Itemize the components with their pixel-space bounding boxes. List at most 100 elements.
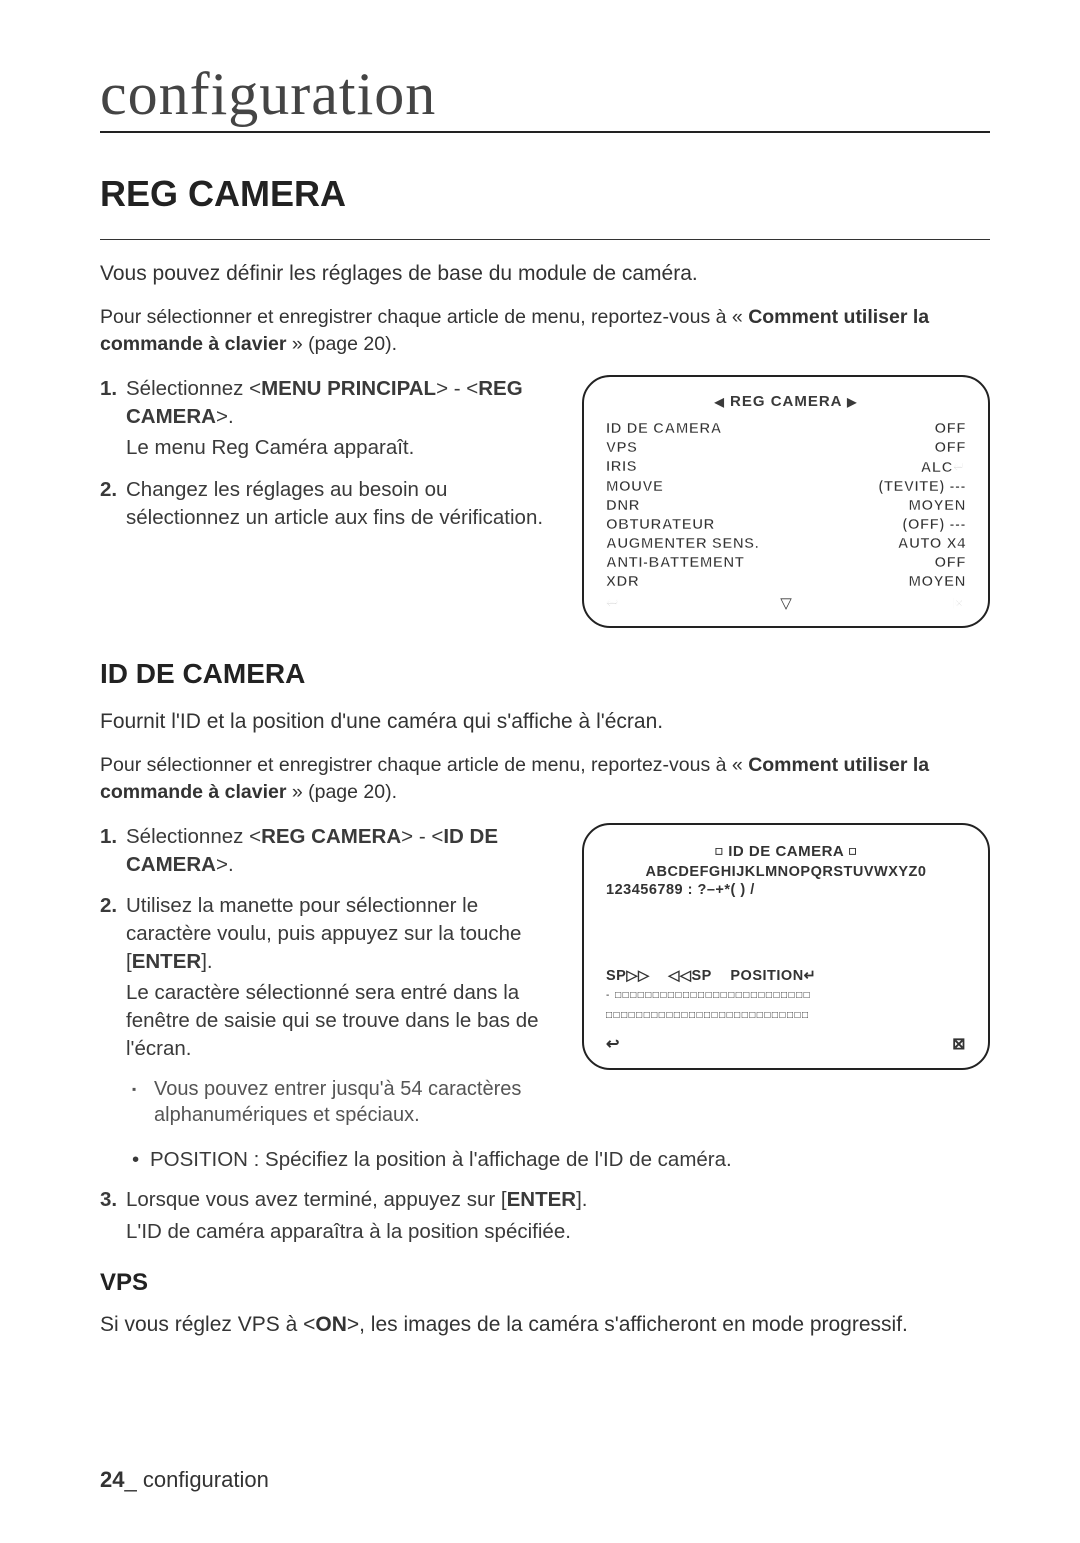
id3-sub: L'ID de caméra apparaîtra à la position … [126,1218,990,1246]
osd-screen-id-camera: ◻ ID DE CAMERA ◻ ABCDEFGHIJKLMNOPQRSTUVW… [582,823,990,1070]
osd-label: DNR [606,497,640,514]
step-2: 2. Changez les réglages au besoin ou sél… [100,476,558,531]
osd-row: XDR MOYEN [606,573,966,590]
down-arrow-icon: ▽ [780,594,792,612]
osd-screen-reg-camera: ◀ REG CAMERA ▶ ID DE CAMERA OFF VPS OFF IR… [582,375,990,628]
osd-value: OFF [935,420,967,437]
id1a: Sélectionnez < [126,825,261,848]
note-suffix: » (page 20). [286,781,397,803]
id2-sub: Le caractère sélectionné sera entré dans… [126,979,558,1062]
id1b: REG CAMERA [261,825,401,848]
osd-value: MOYEN [908,573,966,590]
osd2-nums: 123456789 : ?–+*( ) / [606,882,966,898]
osd-title: ◀ REG CAMERA ▶ [606,393,966,410]
step1-b: MENU PRINCIPAL [261,377,436,400]
osd-row: IRIS ALC↵ [606,458,966,476]
divider [100,239,990,240]
osd2-sp-row: SP▷▷ ◁◁SP POSITION↵ [606,968,966,984]
id2c: ]. [201,950,212,973]
square-icon: ◻ [848,846,857,857]
page-number: 24 [100,1467,124,1492]
back-icon: ↩ [606,1034,620,1054]
subsection-id-camera: ID DE CAMERA [100,658,990,690]
note-suffix: » (page 20). [286,333,397,355]
position-label: POSITION↵ [730,968,816,984]
osd2-title-text: ID DE CAMERA [728,843,843,860]
id-step-2: 2. Utilisez la manette pour sélectionner… [100,892,558,1062]
step1-c: > - < [436,377,478,400]
close-icon: ⊠ [953,594,966,612]
sp-forward: SP▷▷ [606,968,650,984]
chapter-title: configuration [100,60,990,133]
osd-row: VPS OFF [606,439,966,456]
intro-text: Vous pouvez définir les réglages de base… [100,260,990,288]
vps-body: Si vous réglez VPS à <ON>, les images de… [100,1311,990,1339]
id-note-square: Vous pouvez entrer jusqu'à 54 caractères… [128,1076,558,1128]
osd2-entry-2: □□□□□□□□□□□□□□□□□□□□□□□□□□□ [606,1008,966,1024]
osd2-title: ◻ ID DE CAMERA ◻ [606,843,966,860]
osd-row: DNRMOYEN [606,497,966,514]
osd-value: AUTO X4 [898,535,966,552]
osd-label: VPS [606,439,638,456]
id1c: > - < [401,825,443,848]
intro-note: Pour sélectionner et enregistrer chaque … [100,304,990,357]
step1-sub: Le menu Reg Caméra apparaît. [126,434,558,462]
id3c: ]. [576,1188,587,1211]
step2-text: Changez les réglages au besoin ou sélect… [126,478,543,529]
osd-label: ID DE CAMERA [606,420,722,437]
id2b: ENTER [132,950,201,973]
note-prefix: Pour sélectionner et enregistrer chaque … [100,306,748,328]
osd2-alpha: ABCDEFGHIJKLMNOPQRSTUVWXYZ0 [606,864,966,880]
page-footer: 24_ configuration [100,1467,269,1493]
step1-a: Sélectionnez < [126,377,261,400]
id3b: ENTER [507,1188,576,1211]
osd-row: AUGMENTER SENS. AUTO X4 [606,535,966,552]
osd-value: OFF [935,554,967,571]
osd2-bottom: ↩ ⊠ [606,1034,966,1054]
osd-value: ALC↵ [921,458,966,476]
section-title: REG CAMERA [100,173,990,215]
osd-label: MOUVE [606,478,664,495]
step-number: 1. [100,823,117,851]
osd-row: ID DE CAMERA OFF [606,420,966,437]
step1-e: >. [216,405,234,428]
id-step-3: 3. Lorsque vous avez terminé, appuyez su… [100,1186,990,1245]
back-icon: ↩ [606,594,619,612]
osd-row: ANTI-BATTEMENT OFF [606,554,966,571]
square-icon: ◻ [715,846,724,857]
footer-label: configuration [143,1467,269,1492]
id3a: Lorsque vous avez terminé, appuyez sur [ [126,1188,507,1211]
id-intro: Fournit l'ID et la position d'une caméra… [100,708,990,736]
osd-bottom-row: ↩ ▽ ⊠ [606,594,966,612]
sp-back: ◁◁SP [668,968,712,984]
osd-row: OBTURATEUR (OFF) --- [606,516,966,533]
osd-label: OBTURATEUR [606,516,715,533]
osd-row: MOUVE (TEVITE) --- [606,478,966,495]
id1e: >. [216,853,234,876]
id-note-repeat: Pour sélectionner et enregistrer chaque … [100,752,990,805]
right-arrow-icon: ▶ [847,395,857,409]
left-arrow-icon: ◀ [715,395,725,409]
subsection-vps: VPS [100,1269,990,1297]
osd-label: ANTI-BATTEMENT [606,554,744,571]
id-step-1: 1. Sélectionnez <REG CAMERA> - <ID DE CA… [100,823,558,878]
step-number: 1. [100,375,117,403]
osd2-entry-1: - □□□□□□□□□□□□□□□□□□□□□□□□□□ [606,988,966,1004]
step-number: 2. [100,892,117,920]
osd-value: (TEVITE) --- [878,478,966,495]
osd-value: (OFF) --- [902,516,966,533]
vps-b: ON [315,1313,347,1336]
step-number: 2. [100,476,117,504]
note-prefix: Pour sélectionner et enregistrer chaque … [100,754,748,776]
footer-sep: _ [124,1467,142,1492]
id-bullet-position: POSITION : Spécifiez la position à l'aff… [128,1146,990,1174]
osd-value: OFF [935,439,967,456]
step-1: 1. Sélectionnez <MENU PRINCIPAL> - <REG … [100,375,558,462]
osd-label: AUGMENTER SENS. [606,535,759,552]
osd-label: IRIS [606,458,637,476]
vps-a: Si vous réglez VPS à < [100,1313,315,1336]
close-icon: ⊠ [952,1034,966,1054]
step-number: 3. [100,1186,117,1214]
osd-label: XDR [606,573,639,590]
osd-title-text: REG CAMERA [730,393,842,410]
